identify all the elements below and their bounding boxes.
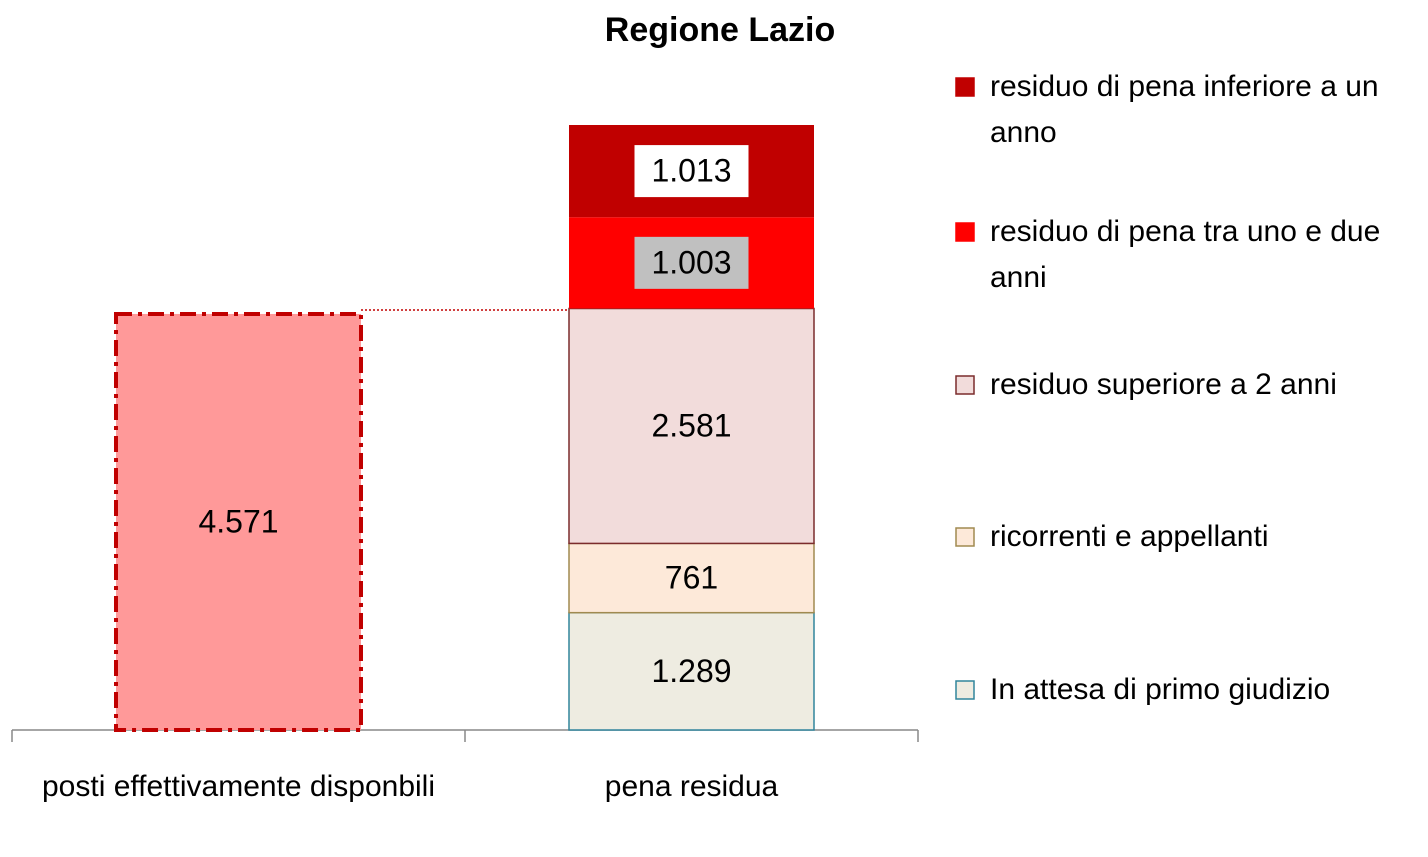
value-label-box (634, 145, 749, 198)
legend-swatch (955, 527, 975, 547)
bar-segment (568, 542, 815, 614)
value-label: 1.003 (651, 244, 731, 280)
bar-segment (114, 311, 363, 732)
value-label: 2.581 (651, 407, 731, 443)
legend-label: In attesa di primo giudizio (990, 673, 1331, 706)
value-label: 1.013 (651, 153, 731, 189)
legend-swatch (955, 375, 975, 395)
legend-swatch (955, 222, 975, 242)
legend-label: ricorrenti e appellanti (990, 520, 1269, 553)
value-label: 4.571 (198, 503, 278, 539)
bar-segment (568, 307, 815, 545)
legend-swatch (955, 680, 975, 700)
legend-label: residuo di pena tra uno e due anni (990, 215, 1381, 294)
value-label: 761 (665, 559, 718, 595)
value-label: 1.289 (651, 653, 731, 689)
value-label-box (634, 236, 749, 289)
x-tick-label: posti effettivamente disponbili (41, 770, 436, 803)
x-tick-label: pena residua (604, 770, 779, 803)
legend-label: residuo di pena inferiore a un anno (990, 70, 1379, 149)
chart-title: Regione Lazio (605, 11, 835, 49)
legend-label: residuo superiore a 2 anni (990, 368, 1337, 401)
legend-swatch (955, 77, 975, 97)
